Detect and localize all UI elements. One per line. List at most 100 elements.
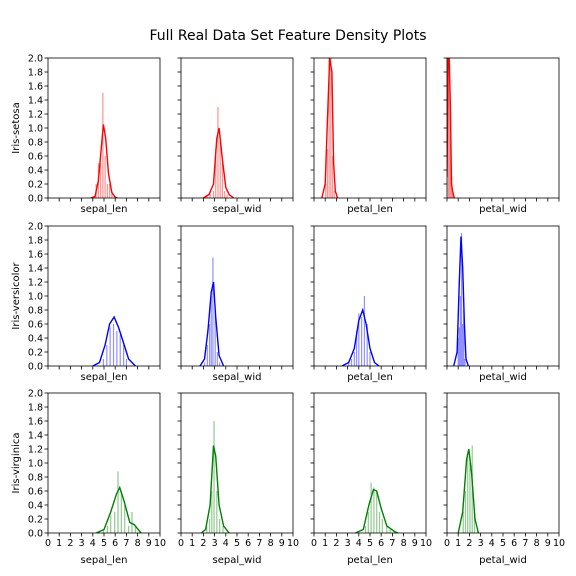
histogram-bar — [211, 491, 213, 533]
x-tick-label: 1 — [56, 538, 62, 549]
y-tick-label: 0.6 — [28, 151, 43, 162]
panel-iris-setosa-petal_len: petal_len — [310, 57, 427, 215]
y-tick-label: 0.8 — [28, 137, 43, 148]
y-tick-label: 1.2 — [28, 109, 43, 120]
histogram-bar — [216, 491, 218, 533]
histogram-bar — [210, 296, 212, 366]
histogram-bar — [114, 512, 116, 533]
histogram-bar — [124, 505, 126, 533]
axes-frame — [180, 225, 294, 367]
y-tick-label: 0.2 — [28, 179, 43, 190]
x-tick-label: 6 — [378, 538, 384, 549]
histogram-bar — [353, 352, 355, 366]
histogram-bar — [208, 324, 211, 366]
histogram-bar — [106, 345, 108, 366]
histogram-bar — [459, 296, 462, 366]
panel-iris-virginica-petal_wid: 0 1 2 3 4 5 6 7 8 9 10 petal_wid — [443, 392, 565, 566]
x-tick-label: 1 — [322, 538, 328, 549]
y-tick-label: 0.0 — [28, 193, 43, 204]
feature-label: petal_wid — [479, 555, 527, 566]
histogram-bar — [217, 107, 219, 198]
histogram-bar — [117, 471, 119, 533]
histogram-bar — [125, 359, 128, 366]
histogram-bar — [473, 512, 476, 533]
x-tick-label: 0 — [311, 538, 317, 549]
kde-curve — [92, 315, 136, 366]
y-tick-label: 1.8 — [28, 235, 43, 246]
axes-frame — [446, 57, 560, 199]
histogram-bar — [363, 296, 366, 366]
histogram-bar — [221, 163, 224, 198]
axes-frame — [180, 392, 294, 534]
y-tick-label: 1.6 — [28, 249, 43, 260]
feature-label: petal_len — [347, 555, 393, 566]
y-tick-label: 1.0 — [28, 123, 43, 134]
feature-label: petal_wid — [479, 372, 527, 383]
kde-curve — [90, 124, 118, 198]
histogram-bar — [328, 58, 330, 198]
x-tick-label: 7 — [123, 538, 129, 549]
histogram-bar — [219, 142, 221, 198]
x-tick-label: 7 — [522, 538, 528, 549]
x-tick-label: 6 — [511, 538, 517, 549]
histogram-bar — [116, 331, 118, 366]
x-tick-label: 10 — [553, 538, 565, 549]
x-tick-label: 3 — [345, 538, 351, 549]
axes-frame — [47, 225, 161, 367]
histogram-bar — [212, 257, 214, 366]
x-tick-label: 10 — [420, 538, 432, 549]
x-tick-label: 9 — [146, 538, 152, 549]
histogram-bar — [366, 324, 368, 366]
histogram-bar — [448, 58, 451, 198]
histogram-bar — [360, 317, 363, 366]
histogram-bar — [219, 519, 221, 533]
y-tick-label: 0.0 — [28, 361, 43, 372]
x-tick-label: 0 — [444, 538, 450, 549]
histogram-bar — [122, 345, 125, 366]
histogram-bar — [464, 359, 466, 366]
histogram-bar — [333, 191, 335, 198]
feature-label: petal_wid — [479, 204, 527, 215]
histogram-bar — [457, 338, 459, 366]
histogram-bar — [222, 526, 224, 533]
y-tick-label: 1.2 — [28, 277, 43, 288]
x-tick-label: 4 — [223, 538, 229, 549]
x-tick-label: 8 — [135, 538, 141, 549]
y-tick-label: 0.6 — [28, 486, 43, 497]
y-tick-label: 1.0 — [28, 291, 43, 302]
kde-curve — [457, 448, 480, 533]
histogram-bar — [464, 491, 467, 533]
species-label: Iris-setosa — [11, 102, 22, 153]
panel-iris-setosa-sepal_wid: sepal_wid — [177, 57, 294, 215]
x-tick-label: 5 — [234, 538, 240, 549]
panel-iris-setosa-sepal_len: 0.0 0.2 0.4 0.6 0.8 1.0 1.2 1.4 1.6 1.8 2.0 sepal_l… — [28, 53, 161, 215]
y-tick-label: 0.2 — [28, 514, 43, 525]
histogram-bar — [355, 331, 358, 366]
histogram-bar — [376, 491, 378, 533]
x-tick-label: 4 — [489, 538, 495, 549]
kde-curve — [199, 281, 225, 366]
x-tick-label: 8 — [401, 538, 407, 549]
x-tick-label: 1 — [189, 538, 195, 549]
x-tick-label: 6 — [245, 538, 251, 549]
histogram-bar — [209, 192, 211, 198]
x-tick-label: 5 — [367, 538, 373, 549]
panel-iris-versicolor-sepal_wid: sepal_wid — [177, 225, 294, 383]
feature-label: petal_len — [347, 204, 393, 215]
kde-curve — [321, 58, 339, 198]
histogram-bar — [350, 359, 353, 366]
histogram-bar — [102, 359, 105, 366]
kde-curve — [453, 236, 469, 366]
x-tick-label: 3 — [478, 538, 484, 549]
histogram-bar — [358, 313, 360, 366]
histogram-bar — [469, 463, 471, 533]
histogram-bar — [373, 487, 375, 533]
axes-frame — [180, 57, 294, 199]
histogram-bar — [104, 156, 106, 198]
x-tick-label: 9 — [545, 538, 551, 549]
y-tick-label: 1.8 — [28, 402, 43, 413]
histogram-bar — [214, 310, 216, 366]
feature-label: sepal_len — [81, 204, 128, 215]
x-tick-label: 7 — [256, 538, 262, 549]
